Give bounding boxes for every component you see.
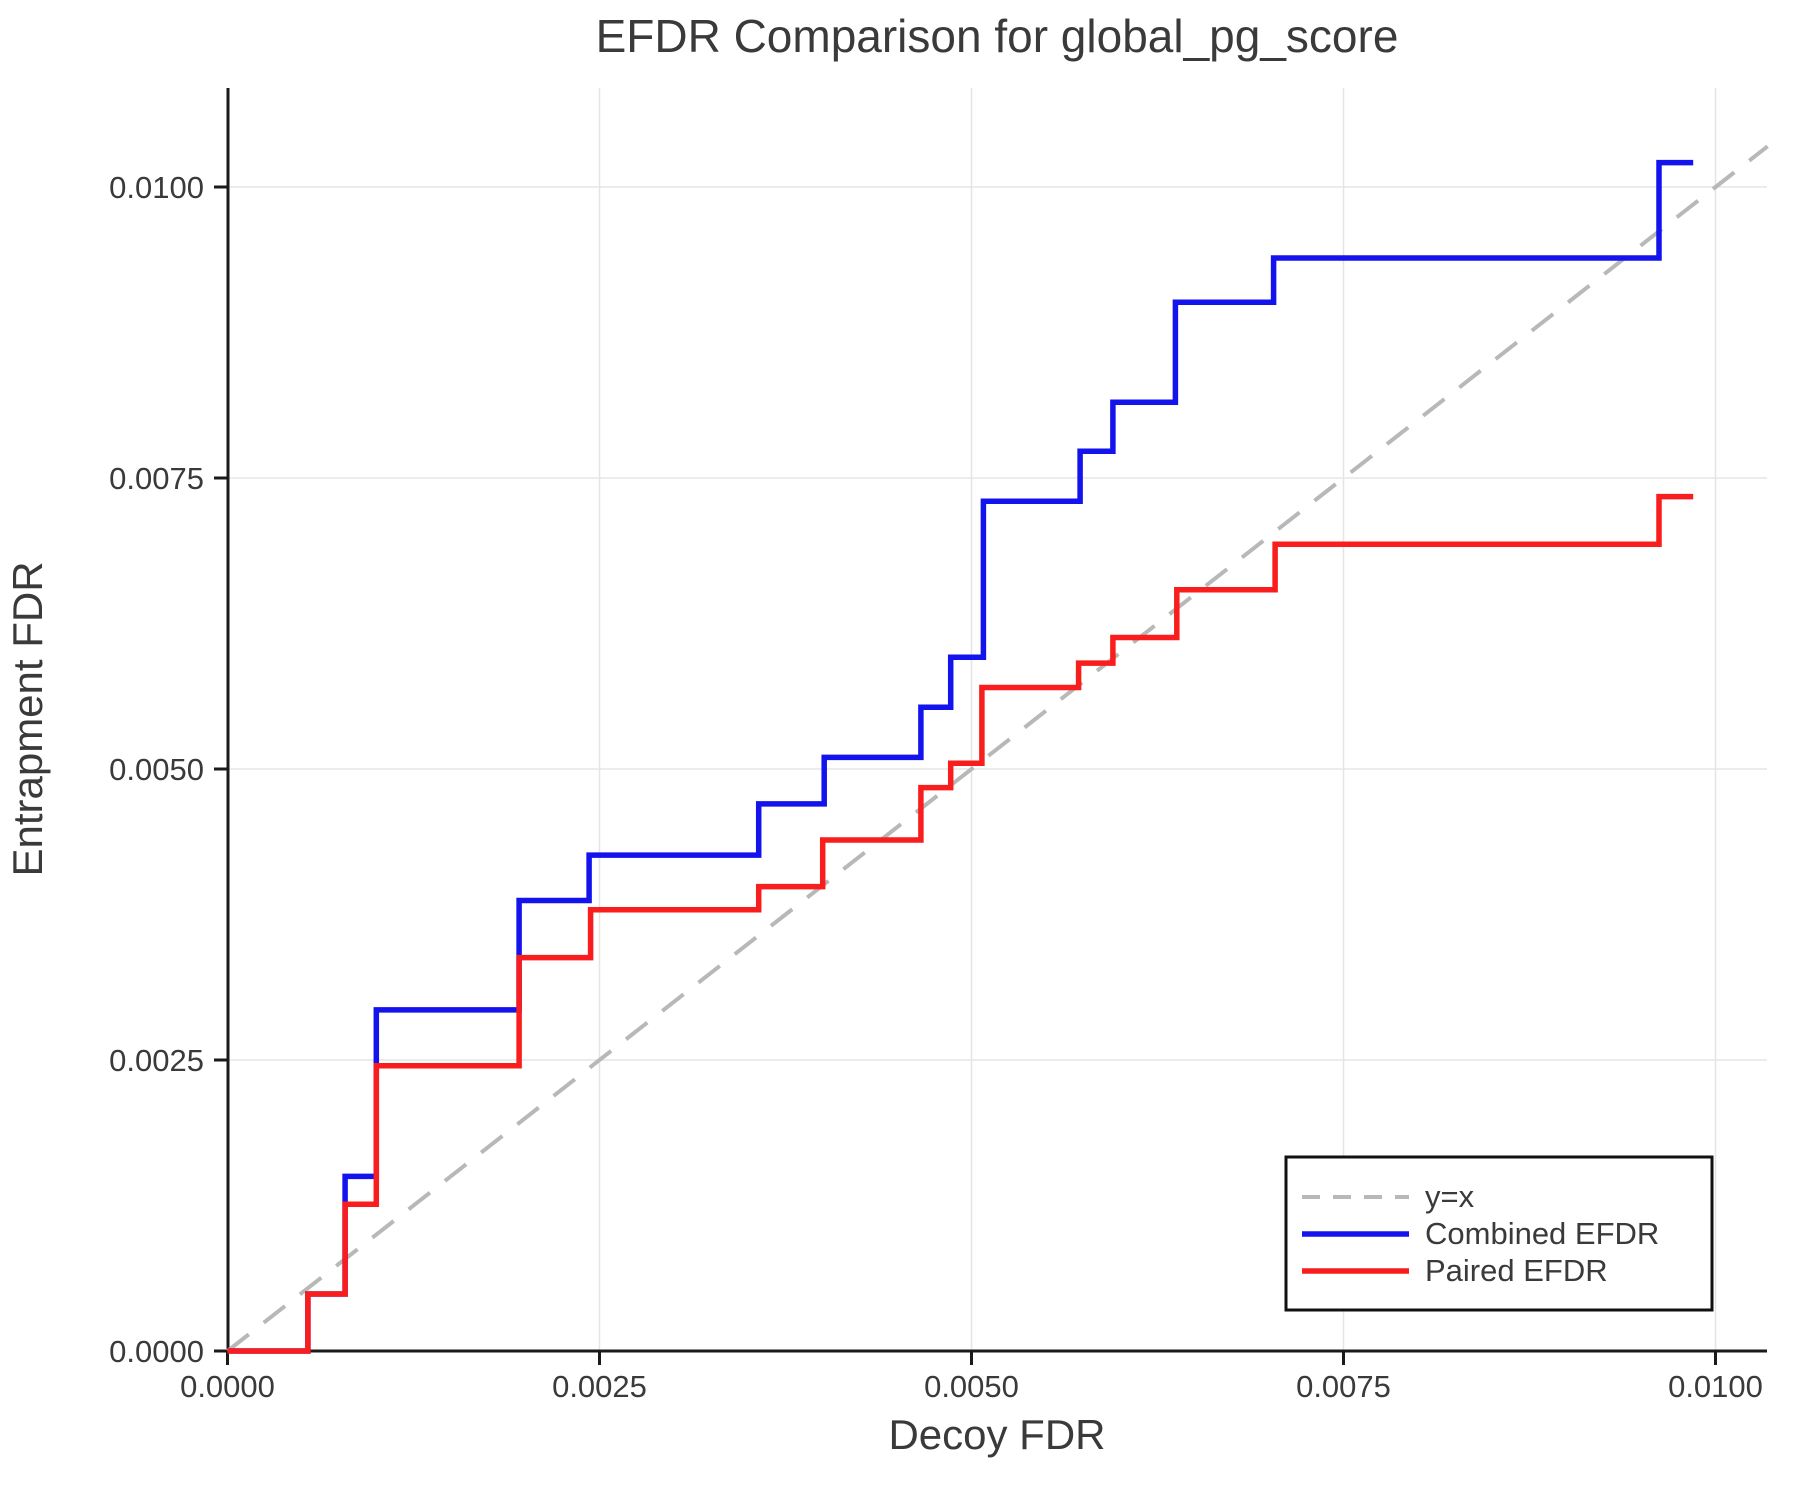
x-tick-label: 0.0075	[1296, 1369, 1391, 1404]
x-tick-label: 0.0000	[180, 1369, 275, 1404]
legend-label-3: Paired EFDR	[1425, 1253, 1608, 1288]
gridlines	[228, 88, 1767, 1351]
x-axis-label: Decoy FDR	[888, 1411, 1105, 1458]
y-tick-label: 0.0075	[109, 461, 204, 496]
y-tick-label: 0.0025	[109, 1043, 204, 1078]
series-paired-efdr	[227, 493, 1694, 1354]
y-axis-label: Entrapment FDR	[4, 561, 51, 876]
legend-label-2: Combined EFDR	[1425, 1216, 1659, 1251]
y-tick-label: 0.0100	[109, 170, 204, 205]
legend-label-1: y=x	[1425, 1179, 1475, 1214]
x-tick-label: 0.0025	[552, 1369, 647, 1404]
axes: 0.0000 0.0025 0.0050 0.0075 0.0100 0.0000 0.00…	[109, 88, 1767, 1404]
y-tick-label: 0.0000	[109, 1334, 204, 1369]
series-y-x	[226, 144, 1769, 1353]
x-tick-label: 0.0100	[1668, 1369, 1763, 1404]
chart-title: EFDR Comparison for global_pg_score	[596, 10, 1399, 62]
series	[226, 144, 1769, 1354]
y-tick-label: 0.0050	[109, 752, 204, 787]
x-tick-label: 0.0050	[924, 1369, 1019, 1404]
